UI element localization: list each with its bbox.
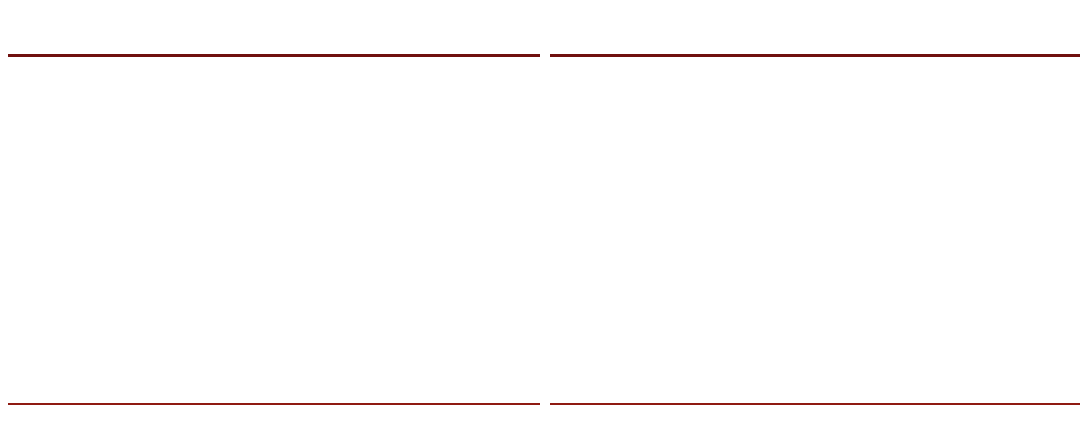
figure-69-source-note [8, 405, 540, 408]
figure-69-source-rule [8, 403, 540, 405]
figure-70-source-note [550, 405, 1080, 408]
figure-70-title-rule [550, 54, 1080, 57]
figure-70-panel [550, 6, 1080, 435]
figure-69-title [8, 6, 540, 51]
figure-69-panel [8, 6, 540, 435]
figure-69-title-rule [8, 54, 540, 57]
figure-70-source-rule [550, 403, 1080, 405]
figure-70-bar-line-chart [550, 57, 1080, 397]
figure-70-title [550, 6, 1080, 51]
figure-69-line-chart [8, 57, 540, 397]
